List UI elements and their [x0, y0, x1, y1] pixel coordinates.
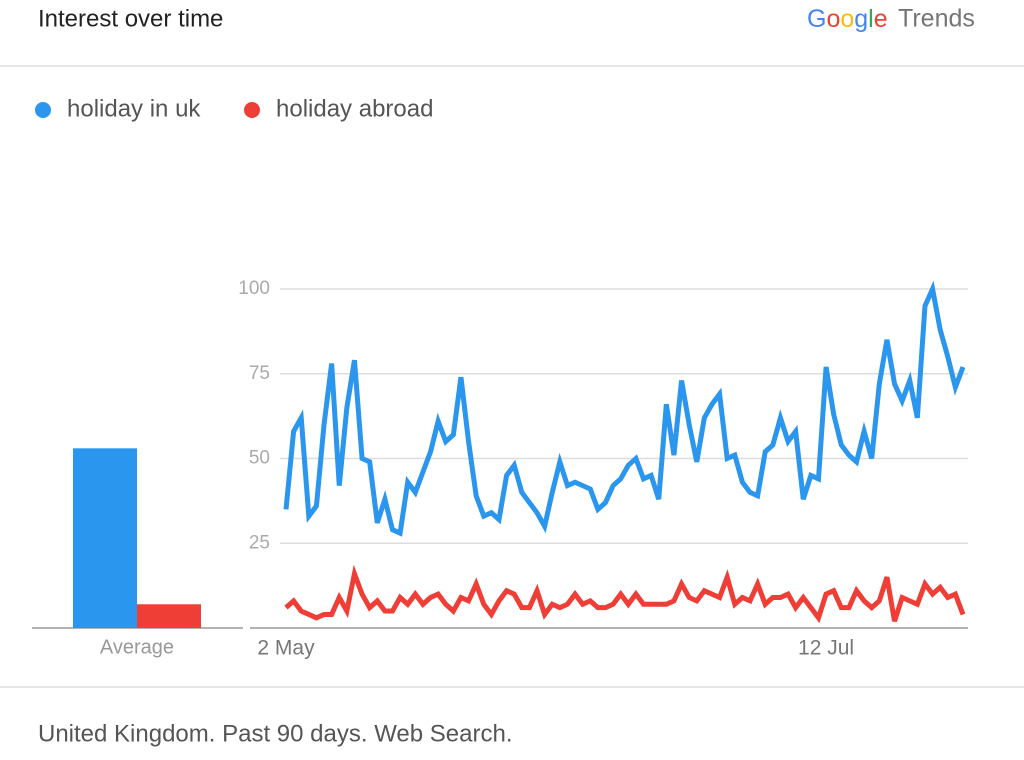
- legend-label: holiday in uk: [67, 95, 201, 122]
- trends-logo: Trends: [898, 5, 975, 33]
- y-tick-label: 25: [249, 532, 270, 553]
- series-line: [283, 280, 966, 537]
- x-tick-label: 2 May: [257, 637, 315, 660]
- series-line: [284, 564, 966, 624]
- google-logo: Google: [807, 5, 888, 33]
- legend-marker: [244, 102, 260, 118]
- legend-label: holiday abroad: [276, 95, 433, 122]
- y-tick-label: 75: [249, 363, 270, 384]
- card-title: Interest over time: [38, 5, 223, 32]
- footer-text: United Kingdom. Past 90 days. Web Search…: [38, 720, 512, 747]
- y-tick-label: 100: [238, 278, 270, 299]
- x-tick-label: Average: [100, 636, 174, 658]
- average-bar: [73, 448, 137, 628]
- x-tick-label: 12 Jul: [798, 637, 854, 660]
- average-bar: [137, 604, 201, 628]
- legend-marker: [35, 102, 51, 118]
- y-tick-label: 50: [249, 448, 270, 469]
